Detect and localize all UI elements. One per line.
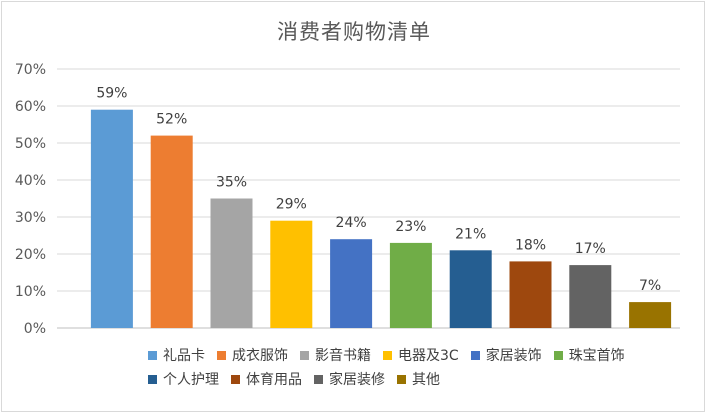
y-tick-label: 60%	[15, 99, 46, 115]
bar-0	[90, 109, 133, 328]
bar-2	[210, 198, 253, 328]
y-tick-label: 70%	[15, 62, 46, 78]
legend-swatch	[397, 374, 406, 384]
y-tick-label: 20%	[15, 247, 46, 263]
legend-label: 影音书籍	[315, 348, 371, 364]
legend-swatch	[383, 350, 392, 360]
legend-swatch	[148, 374, 157, 384]
y-tick-label: 0%	[24, 321, 46, 337]
legend-item: 电器及3C	[383, 346, 459, 364]
legend-swatch	[300, 350, 309, 360]
chart-title: 消费者购物清单	[277, 20, 431, 44]
legend-label: 家居装饰	[485, 348, 542, 364]
legend-label: 电器及3C	[398, 348, 459, 364]
y-tick-label: 40%	[15, 173, 46, 189]
chart-legend: 礼品卡 成衣服饰 影音书籍 电器及3C 家居装饰 珠宝首饰个人护理 体育用品 家居装修 其他	[148, 346, 628, 388]
legend-swatch	[148, 350, 157, 360]
legend-swatch	[314, 374, 323, 384]
legend-item: 家居装修	[314, 370, 385, 388]
bar-8	[569, 265, 612, 328]
legend-label: 成衣服饰	[232, 348, 288, 364]
legend-swatch	[470, 350, 480, 360]
data-label: 59%	[96, 86, 127, 102]
data-label: 18%	[515, 237, 546, 253]
bar-1	[150, 135, 193, 328]
data-label: 52%	[156, 112, 187, 128]
y-tick-label: 30%	[15, 210, 46, 226]
legend-label: 珠宝首饰	[568, 348, 625, 364]
legend-label: 个人护理	[163, 372, 219, 388]
legend-item: 体育用品	[231, 370, 302, 388]
legend-label: 家居装修	[329, 372, 385, 388]
bar-5	[389, 242, 432, 328]
legend-label: 礼品卡	[163, 348, 205, 364]
bar-4	[330, 239, 373, 328]
legend-item: 礼品卡	[148, 346, 205, 364]
legend-item: 个人护理	[148, 370, 219, 388]
data-label: 7%	[639, 278, 661, 294]
data-label: 35%	[216, 175, 247, 191]
data-label: 17%	[575, 241, 606, 257]
y-tick-label: 10%	[15, 284, 46, 300]
bar-7	[509, 261, 552, 328]
legend-item: 影音书籍	[300, 346, 371, 364]
data-label: 24%	[336, 215, 367, 231]
legend-swatch	[217, 350, 226, 360]
data-label: 21%	[455, 226, 486, 242]
legend-swatch	[231, 374, 240, 384]
bar-6	[449, 250, 492, 328]
legend-item: 成衣服饰	[217, 346, 288, 364]
data-label: 23%	[395, 219, 426, 235]
y-tick-label: 50%	[15, 136, 46, 152]
legend-label: 体育用品	[246, 372, 302, 388]
legend-item: 其他	[397, 370, 440, 388]
legend-item: 珠宝首饰	[553, 346, 625, 364]
data-label: 29%	[276, 197, 307, 213]
legend-swatch	[553, 350, 563, 360]
bar-3	[270, 220, 313, 328]
bar-9	[629, 302, 672, 328]
legend-label: 其他	[412, 372, 440, 388]
legend-item: 家居装饰	[470, 346, 542, 364]
